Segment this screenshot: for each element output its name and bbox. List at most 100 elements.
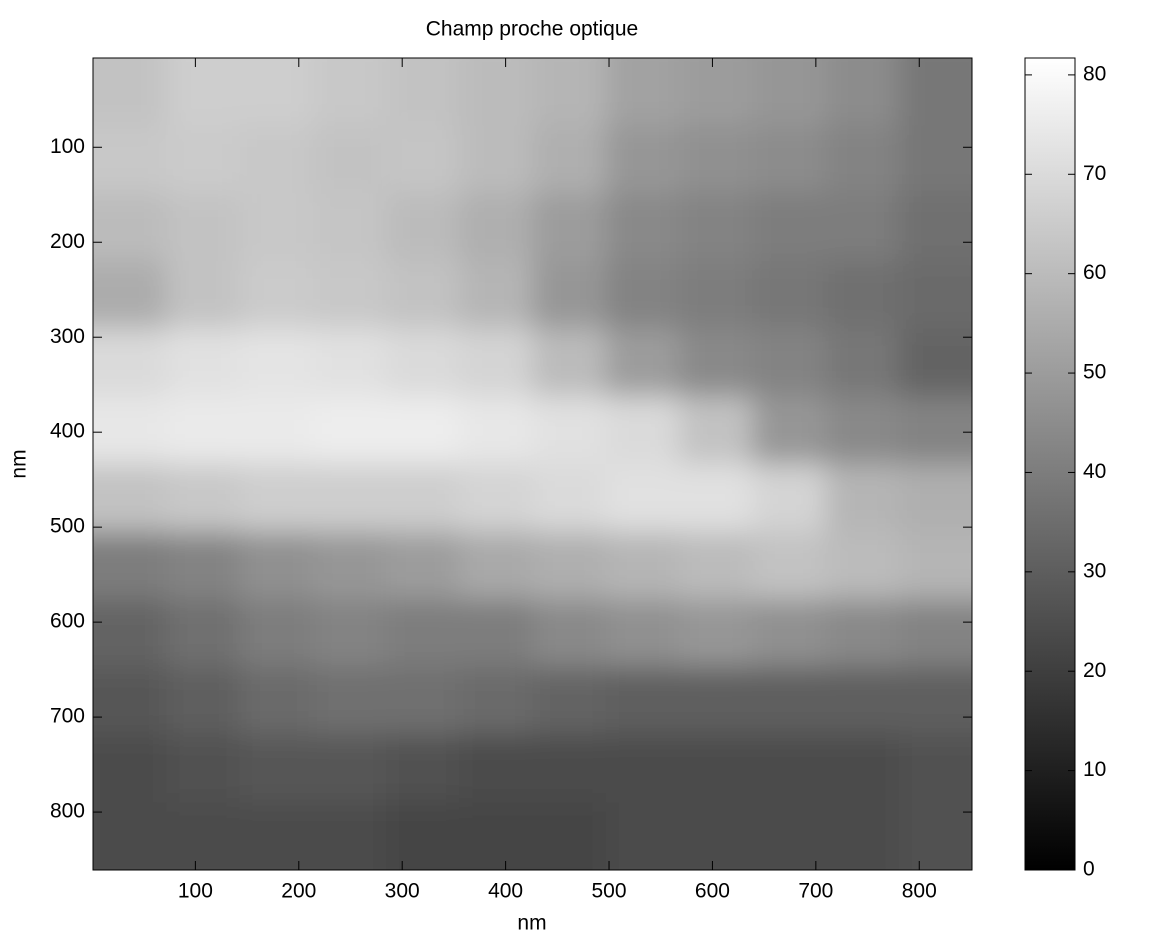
heatmap-cell [605,58,680,127]
heatmap-cell [605,531,680,601]
heatmap-cell [752,328,827,398]
heatmap-cell [825,58,900,127]
heatmap-cell [605,734,680,804]
heatmap-cell [239,734,314,804]
x-tick-label: 800 [902,880,937,903]
heatmap-cell [532,734,607,804]
heatmap-cell [239,58,314,127]
heatmap-cell [532,193,607,262]
heatmap-cell [312,193,387,262]
heatmap-cell [605,193,680,262]
heatmap-cell [166,464,241,533]
heatmap-cell [312,667,387,736]
heatmap-cell [898,396,972,465]
heatmap-cell [93,396,168,465]
heatmap-cell [605,667,680,736]
heatmap-cell [239,667,314,736]
heatmap-cell [752,193,827,262]
heatmap-cell [898,125,972,195]
y-tick-label: 100 [50,135,85,158]
heatmap-cell [825,802,900,870]
heatmap-cell [312,734,387,804]
heatmap-cell [166,261,241,330]
heatmap-cell [93,125,168,195]
heatmap-cell [459,667,534,736]
heatmap-cell [898,464,972,533]
colorbar [1024,57,1076,871]
heatmap-cell [898,328,972,398]
colorbar-tick-label: 40 [1083,460,1106,483]
y-tick-label: 500 [50,515,85,538]
heatmap-cell [605,328,680,398]
heatmap-cell [459,599,534,668]
y-tick-label: 200 [50,230,85,253]
heatmap-cell [386,599,461,668]
heatmap-cell [752,58,827,127]
x-tick-label: 300 [385,880,420,903]
heatmap-cell [93,261,168,330]
heatmap-cell [386,464,461,533]
heatmap-cell [898,802,972,870]
heatmap-cell [386,261,461,330]
y-tick-label: 700 [50,705,85,728]
heatmap-cell [898,58,972,127]
heatmap-cell [386,531,461,601]
heatmap-cell [532,58,607,127]
heatmap-cell [459,396,534,465]
heatmap-cell [679,328,754,398]
heatmap-cell [93,531,168,601]
heatmap-cell [166,734,241,804]
heatmap-cell [239,599,314,668]
heatmap-cell [532,667,607,736]
heatmap-cell [93,58,168,127]
heatmap-cell [312,802,387,870]
heatmap-cell [312,531,387,601]
heatmap-cell [898,599,972,668]
colorbar-tick-label: 50 [1083,361,1106,384]
colorbar-tick-label: 60 [1083,261,1106,284]
heatmap-cell [312,464,387,533]
heatmap-cell [825,125,900,195]
heatmap-cell [679,531,754,601]
heatmap-cell [825,328,900,398]
heatmap-cell [532,531,607,601]
heatmap-cell [386,125,461,195]
plot-frame [92,57,973,871]
heatmap-cell [386,667,461,736]
heatmap-cell [605,464,680,533]
colorbar-tick-label: 70 [1083,162,1106,185]
heatmap-cell [239,396,314,465]
colorbar-tick-label: 80 [1083,62,1106,85]
heatmap-cell [93,667,168,736]
y-tick-label: 300 [50,325,85,348]
heatmap-cell [752,125,827,195]
x-tick-label: 200 [281,880,316,903]
colorbar-tick-label: 10 [1083,758,1106,781]
heatmap-cell [459,58,534,127]
heatmap-cell [93,599,168,668]
y-tick-label: 400 [50,420,85,443]
heatmap-cell [386,193,461,262]
heatmap-cell [459,464,534,533]
y-tick-label: 600 [50,610,85,633]
heatmap-cell [166,396,241,465]
heatmap-cell [605,261,680,330]
y-tick-label: 800 [50,800,85,823]
heatmap-cell [166,667,241,736]
heatmap-cell [605,125,680,195]
heatmap-cell [825,667,900,736]
heatmap-cell [679,396,754,465]
heatmap-cell [825,261,900,330]
heatmap-cell [679,261,754,330]
heatmap-cell [239,531,314,601]
x-tick-label: 600 [695,880,730,903]
heatmap-cell [825,734,900,804]
heatmap-cell [679,802,754,870]
heatmap-cell [898,667,972,736]
heatmap-cell [825,193,900,262]
heatmap-cell [679,599,754,668]
y-axis-label: nm [8,449,31,478]
heatmap-cell [166,328,241,398]
heatmap-cell [679,125,754,195]
